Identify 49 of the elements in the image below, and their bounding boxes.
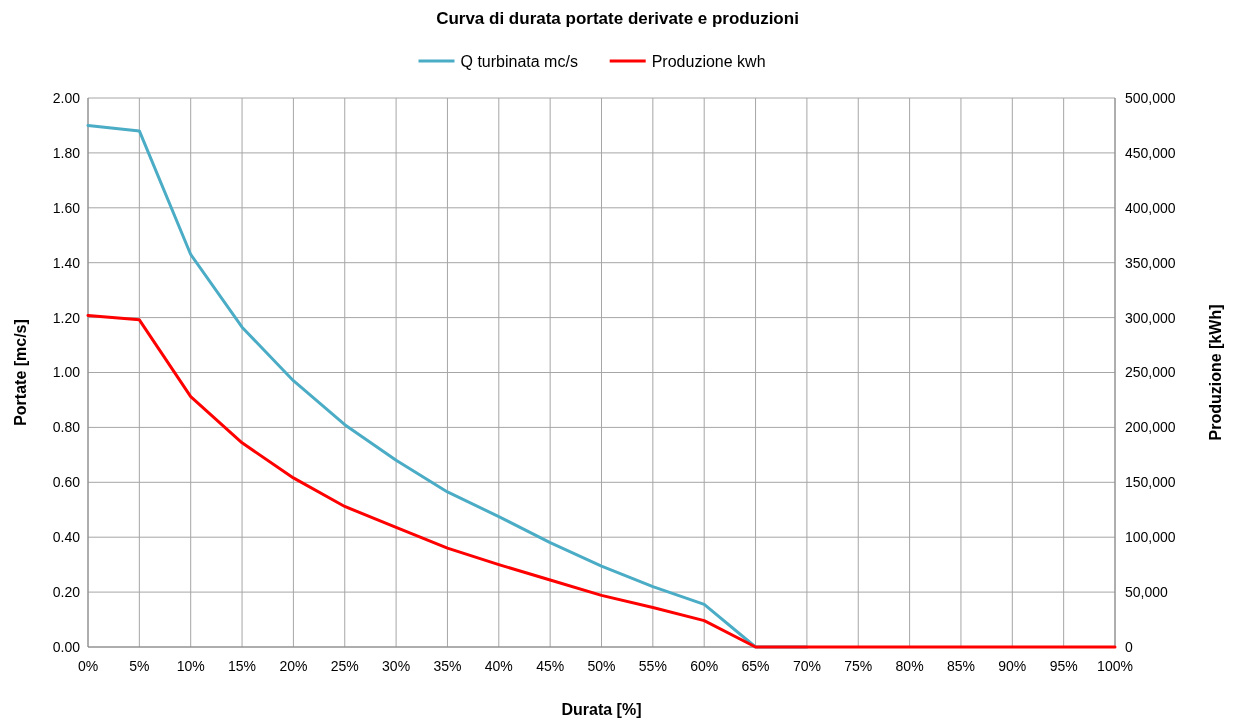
y2-tick-label: 200,000 (1125, 419, 1176, 436)
y2-tick-label: 500,000 (1125, 89, 1176, 106)
y-tick-label: 0.40 (52, 529, 81, 546)
y2-tick-label: 350,000 (1125, 254, 1176, 271)
y2-tick-label: 150,000 (1125, 474, 1176, 491)
y2-tick-label: 100,000 (1125, 529, 1176, 546)
x-tick-label: 60% (690, 658, 719, 674)
y-tick-label: 0.20 (52, 584, 81, 600)
x-tick-label: 90% (998, 658, 1027, 674)
y-tick-label: 1.60 (52, 199, 81, 216)
x-tick-label: 45% (536, 658, 565, 674)
y-tick-label: 1.20 (52, 309, 81, 326)
y-tick-label: 1.80 (52, 144, 81, 161)
x-axis-title: Durata [%] (561, 701, 642, 718)
x-tick-label: 50% (587, 658, 616, 674)
y-tick-label: 0.80 (52, 419, 81, 436)
x-tick-label: 65% (741, 658, 770, 674)
x-tick-label: 10% (176, 658, 205, 674)
y2-tick-label: 0 (1125, 638, 1133, 655)
x-tick-label: 80% (895, 658, 924, 674)
y-tick-label: 0.60 (52, 474, 81, 491)
x-tick-label: 85% (946, 658, 975, 674)
x-tick-label: 15% (228, 658, 257, 674)
legend-label: Q turbinata mc/s (460, 52, 578, 70)
y-tick-label: 1.00 (52, 364, 81, 381)
y2-tick-label: 400,000 (1125, 199, 1176, 216)
y2-tick-label: 450,000 (1125, 144, 1176, 161)
x-tick-label: 25% (330, 658, 359, 674)
y-tick-label: 2.00 (52, 89, 81, 106)
x-tick-label: 70% (792, 658, 821, 674)
y-tick-label: 0.00 (52, 638, 81, 655)
x-tick-label: 95% (1049, 658, 1078, 674)
x-tick-label: 20% (279, 658, 308, 674)
legend-label: Produzione kwh (651, 52, 766, 70)
y-axis-title: Portate [mc/s] (12, 319, 29, 426)
y2-tick-label: 250,000 (1125, 364, 1176, 381)
y2-tick-label: 300,000 (1125, 309, 1176, 326)
y2-tick-label: 50,000 (1125, 584, 1169, 600)
x-tick-label: 5% (129, 658, 150, 674)
y-tick-label: 1.40 (52, 254, 81, 271)
x-tick-label: 100% (1097, 658, 1133, 674)
x-tick-label: 35% (433, 658, 462, 674)
x-tick-label: 40% (484, 658, 513, 674)
x-tick-label: 75% (844, 658, 873, 674)
y2-axis-title: Produzione [kWh] (1207, 304, 1224, 441)
x-tick-label: 0% (77, 658, 99, 674)
chart-title: Curva di durata portate derivate e produzioni (436, 9, 799, 28)
x-tick-label: 30% (382, 658, 411, 674)
x-tick-label: 55% (638, 658, 667, 674)
